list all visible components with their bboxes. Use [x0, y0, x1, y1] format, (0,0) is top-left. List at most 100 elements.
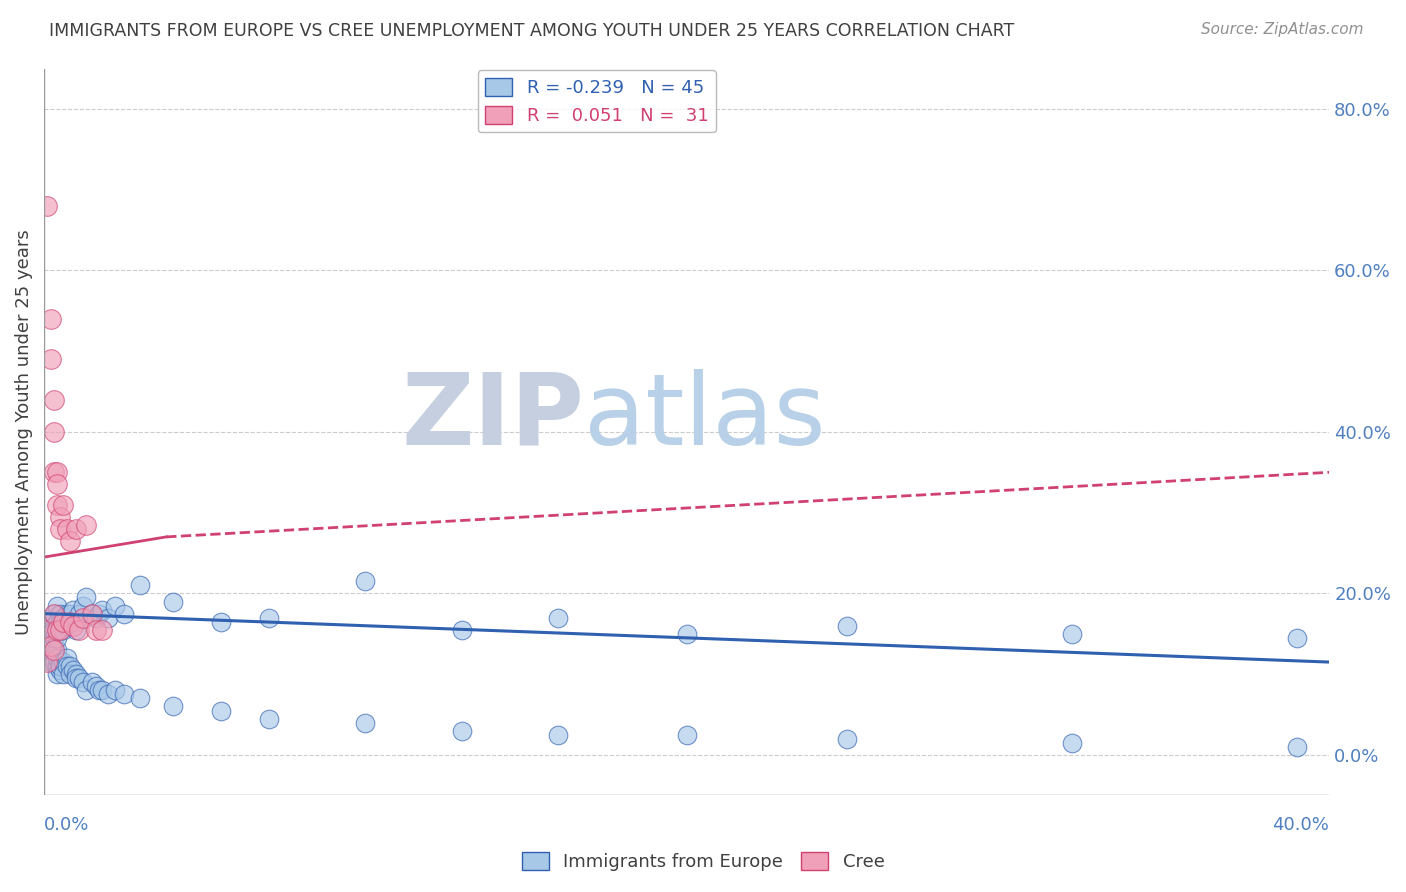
Point — [209, 615, 232, 629]
Point — [75, 517, 97, 532]
Point — [59, 607, 82, 621]
Point — [69, 607, 91, 621]
Text: IMMIGRANTS FROM EUROPE VS CREE UNEMPLOYMENT AMONG YOUTH UNDER 25 YEARS CORRELATI: IMMIGRANTS FROM EUROPE VS CREE UNEMPLOYM… — [49, 22, 1015, 40]
Point — [354, 715, 377, 730]
Point — [49, 623, 72, 637]
Point — [354, 574, 377, 589]
Point — [129, 691, 152, 706]
Point — [49, 659, 72, 673]
Point — [42, 623, 65, 637]
Point — [59, 615, 82, 629]
Point — [257, 610, 280, 624]
Point — [52, 615, 75, 629]
Legend: Immigrants from Europe, Cree: Immigrants from Europe, Cree — [515, 845, 891, 879]
Point — [42, 465, 65, 479]
Point — [39, 655, 62, 669]
Point — [162, 594, 184, 608]
Point — [35, 623, 58, 637]
Point — [39, 311, 62, 326]
Point — [42, 392, 65, 407]
Point — [69, 623, 91, 637]
Point — [82, 607, 104, 621]
Point — [42, 607, 65, 621]
Point — [46, 651, 69, 665]
Point — [39, 610, 62, 624]
Point — [39, 651, 62, 665]
Point — [42, 631, 65, 645]
Point — [97, 687, 120, 701]
Point — [84, 610, 107, 624]
Point — [49, 522, 72, 536]
Point — [55, 651, 77, 665]
Point — [49, 655, 72, 669]
Point — [65, 615, 87, 629]
Point — [59, 533, 82, 548]
Point — [46, 465, 69, 479]
Point — [547, 610, 569, 624]
Point — [675, 728, 697, 742]
Point — [37, 655, 59, 669]
Point — [42, 647, 65, 661]
Point — [62, 618, 84, 632]
Point — [65, 623, 87, 637]
Point — [65, 522, 87, 536]
Point — [62, 663, 84, 677]
Point — [59, 667, 82, 681]
Point — [46, 498, 69, 512]
Point — [87, 607, 110, 621]
Point — [1062, 627, 1084, 641]
Point — [114, 607, 136, 621]
Point — [72, 675, 94, 690]
Point — [82, 675, 104, 690]
Legend: R = -0.239   N = 45, R =  0.051   N =  31: R = -0.239 N = 45, R = 0.051 N = 31 — [478, 70, 716, 132]
Point — [72, 610, 94, 624]
Point — [52, 655, 75, 669]
Text: 0.0%: 0.0% — [44, 815, 90, 833]
Point — [46, 667, 69, 681]
Point — [42, 643, 65, 657]
Point — [69, 671, 91, 685]
Point — [49, 615, 72, 629]
Point — [82, 607, 104, 621]
Point — [114, 687, 136, 701]
Point — [49, 509, 72, 524]
Point — [59, 615, 82, 629]
Point — [49, 623, 72, 637]
Point — [39, 623, 62, 637]
Point — [39, 647, 62, 661]
Point — [46, 659, 69, 673]
Point — [55, 522, 77, 536]
Point — [42, 643, 65, 657]
Point — [75, 591, 97, 605]
Point — [837, 618, 859, 632]
Text: ZIP: ZIP — [401, 369, 583, 466]
Point — [46, 623, 69, 637]
Point — [837, 731, 859, 746]
Point — [65, 671, 87, 685]
Point — [42, 618, 65, 632]
Point — [42, 651, 65, 665]
Y-axis label: Unemployment Among Youth under 25 years: Unemployment Among Youth under 25 years — [15, 229, 32, 635]
Point — [42, 607, 65, 621]
Point — [162, 699, 184, 714]
Point — [42, 425, 65, 439]
Text: 40.0%: 40.0% — [1272, 815, 1329, 833]
Point — [450, 623, 472, 637]
Point — [55, 607, 77, 621]
Point — [62, 602, 84, 616]
Point — [55, 659, 77, 673]
Point — [46, 615, 69, 629]
Point — [104, 599, 127, 613]
Point — [1286, 631, 1309, 645]
Point — [450, 723, 472, 738]
Point — [55, 618, 77, 632]
Point — [257, 712, 280, 726]
Point — [59, 659, 82, 673]
Point — [209, 704, 232, 718]
Point — [37, 615, 59, 629]
Point — [52, 610, 75, 624]
Point — [97, 610, 120, 624]
Point — [129, 578, 152, 592]
Point — [46, 623, 69, 637]
Point — [52, 667, 75, 681]
